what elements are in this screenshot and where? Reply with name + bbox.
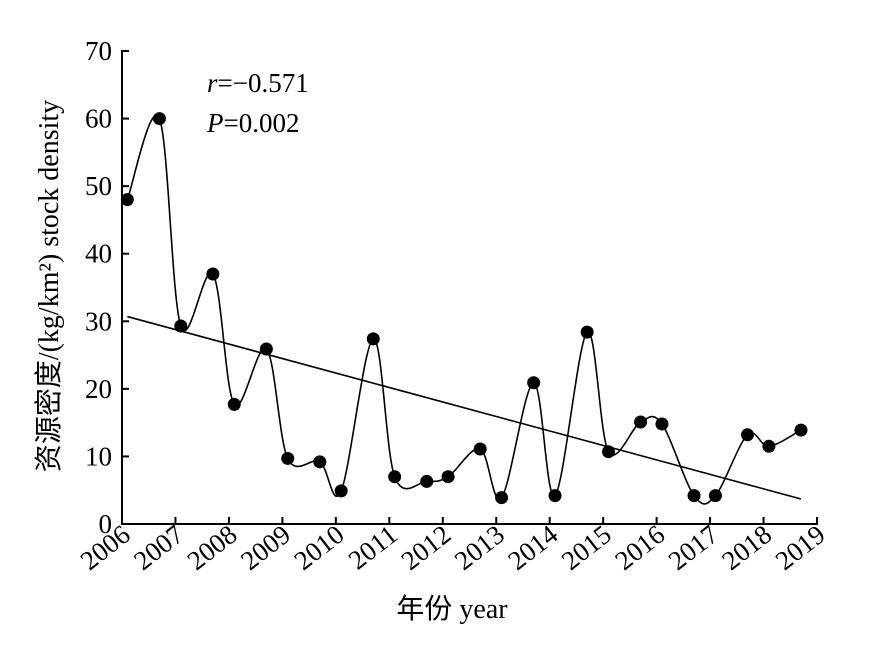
data-point <box>548 489 562 503</box>
y-tick-label: 40 <box>85 239 112 269</box>
x-tick-label: 2010 <box>289 519 350 576</box>
data-point <box>334 484 348 498</box>
data-point <box>580 325 594 339</box>
data-point <box>174 319 188 333</box>
x-tick-label: 2008 <box>182 519 243 576</box>
r-value: =−0.571 <box>218 68 309 98</box>
data-point <box>741 428 754 442</box>
x-tick-label: 2018 <box>716 519 777 576</box>
x-axis-title: 年份 year <box>396 593 508 625</box>
data-point <box>495 491 509 505</box>
y-tick-label: 20 <box>85 374 112 404</box>
r-annotation: r=−0.571 <box>207 68 309 98</box>
p-symbol: P <box>206 108 224 138</box>
x-tick-label: 2012 <box>395 519 456 576</box>
x-tick-label: 2014 <box>502 519 563 576</box>
data-point <box>473 442 487 456</box>
data-point <box>388 470 402 484</box>
series-layer <box>120 112 808 505</box>
x-tick-label: 2007 <box>128 519 189 576</box>
x-tick-label: 2009 <box>235 519 296 576</box>
data-point <box>687 489 701 503</box>
x-tick-label: 2011 <box>343 519 403 575</box>
y-tick-label: 0 <box>99 509 113 539</box>
y-tick-label: 50 <box>85 171 112 201</box>
data-point <box>794 423 808 437</box>
data-point <box>527 376 541 390</box>
data-point <box>708 489 722 503</box>
data-point <box>206 267 220 281</box>
p-annotation: P=0.002 <box>206 108 299 138</box>
x-tick-label: 2015 <box>556 519 617 576</box>
data-point <box>602 445 615 459</box>
density-series-line <box>126 114 802 505</box>
data-point <box>152 112 166 126</box>
x-tick-label: 2006 <box>75 519 136 576</box>
data-point <box>313 455 327 469</box>
data-point <box>655 417 669 431</box>
data-point <box>281 451 295 465</box>
y-tick-label: 10 <box>85 441 112 471</box>
data-point <box>420 474 434 488</box>
data-point <box>259 342 273 356</box>
p-value: =0.002 <box>224 108 300 138</box>
axes <box>121 50 818 525</box>
y-tick-label: 70 <box>85 36 112 66</box>
x-tick-label: 2013 <box>449 519 510 576</box>
trend-line <box>127 315 802 500</box>
data-point <box>120 193 134 207</box>
y-tick-label: 60 <box>85 104 112 134</box>
data-point <box>227 397 241 411</box>
y-axis-title: 资源密度/(kg/km²) stock density <box>33 100 65 472</box>
y-tick-label: 30 <box>85 306 112 336</box>
data-point <box>366 332 380 346</box>
x-ticks: 2006200720082009201020112012201320142015… <box>75 517 831 576</box>
data-point <box>441 470 455 484</box>
x-tick-label: 2019 <box>770 519 831 576</box>
data-point <box>762 439 776 453</box>
r-symbol: r <box>207 68 218 98</box>
x-tick-label: 2016 <box>609 519 670 576</box>
x-tick-label: 2017 <box>663 519 724 576</box>
y-ticks: 0 10 20 30 40 50 60 70 <box>85 36 129 539</box>
data-point <box>634 415 648 429</box>
